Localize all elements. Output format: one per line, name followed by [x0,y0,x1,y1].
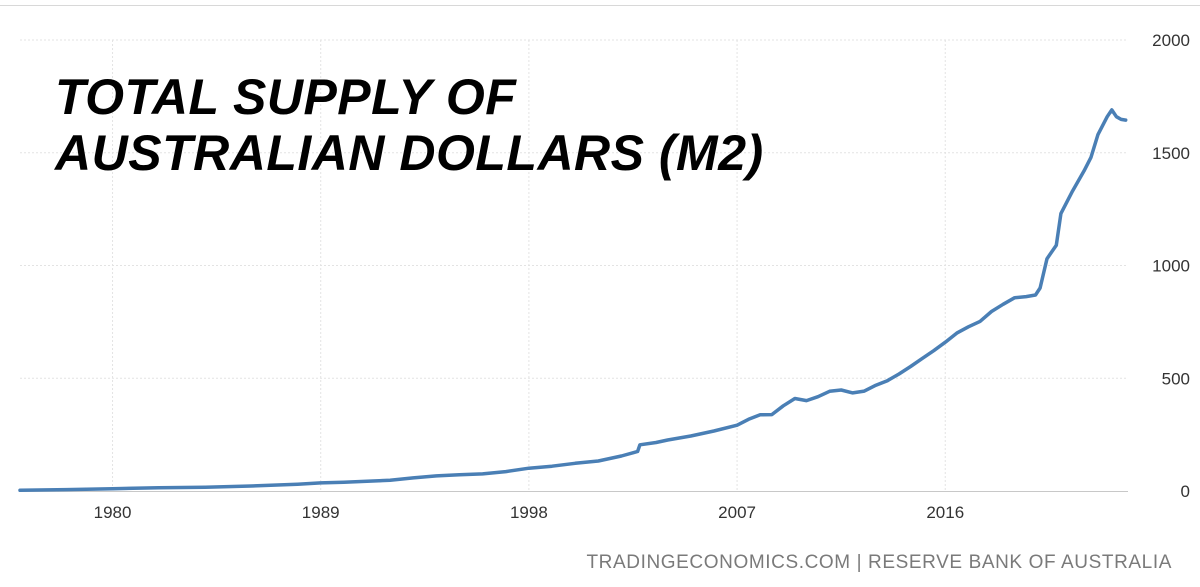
x-tick-label: 2016 [926,503,964,522]
series-line-0 [18,108,1128,493]
y-axis: 0 500 1000 1500 2000 [1152,31,1190,501]
y-tick-label: 0 [1181,482,1190,501]
chart-title-line-2: AUSTRALIAN DOLLARS (M2) [55,125,764,181]
x-tick-label: 1998 [510,503,548,522]
source-credit: TRADINGECONOMICS.COM | RESERVE BANK OF A… [586,552,1172,573]
chart-title-line-1: TOTAL SUPPLY OF [55,69,517,125]
y-tick-label: 500 [1162,369,1190,388]
x-tick-label: 1989 [302,503,340,522]
x-tick-label: 2007 [718,503,756,522]
y-tick-label: 1500 [1152,144,1190,163]
y-tick-label: 1000 [1152,257,1190,276]
x-tick-label: 1980 [94,503,132,522]
grid-lines [0,5,1200,491]
x-axis: 1980 1989 1998 2007 2016 [20,491,1128,522]
series-layer [18,108,1128,493]
y-tick-label: 2000 [1152,31,1190,50]
